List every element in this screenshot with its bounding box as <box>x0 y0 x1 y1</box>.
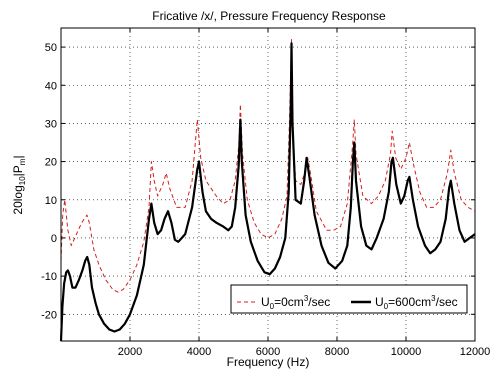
y-label-end: | <box>11 155 25 158</box>
y-tick-label-7: 50 <box>45 42 57 54</box>
x-tick-label-1: 4000 <box>187 346 211 358</box>
x-tick-label-4: 10000 <box>391 346 422 358</box>
chart-title: Fricative /x/, Pressure Frequency Respon… <box>152 9 386 23</box>
y-tick-label-4: 20 <box>45 157 57 169</box>
y-label-sub1: 10 <box>18 176 27 185</box>
y-tick-label-5: 30 <box>45 118 57 130</box>
y-axis-label: 20log10|Pm| <box>11 155 27 214</box>
x-axis-label: Frequency (Hz) <box>227 355 310 369</box>
x-tick-label-2: 6000 <box>256 346 280 358</box>
y-label-mid: |P <box>11 165 25 176</box>
axis-ticks: 2000 4000 6000 8000 10000 12000 -20 -10 0 10 20 30 4… <box>41 28 490 358</box>
y-label-base: 20log <box>11 185 25 214</box>
y-label-sub2: m <box>18 158 27 165</box>
x-tick-label-5: 12000 <box>460 346 490 358</box>
series-group <box>59 39 476 342</box>
series-line-dashed <box>60 39 476 293</box>
x-tick-label-3: 8000 <box>325 346 349 358</box>
legend-entry-1: U0=0cm3/sec <box>261 294 330 311</box>
y-tick-label-1: -10 <box>41 271 57 283</box>
legend-box <box>230 284 468 314</box>
y-tick-label-3: 10 <box>45 195 57 207</box>
y-tick-label-2: 0 <box>51 233 57 245</box>
legend: U0=0cm3/sec U0=600cm3/sec <box>230 284 468 314</box>
y-tick-label-6: 40 <box>45 80 57 92</box>
legend-entry-2: U0=600cm3/sec <box>375 294 458 311</box>
series-line-solid <box>59 42 476 342</box>
x-tick-label-0: 2000 <box>118 346 142 358</box>
y-tick-label-0: -20 <box>41 309 57 321</box>
